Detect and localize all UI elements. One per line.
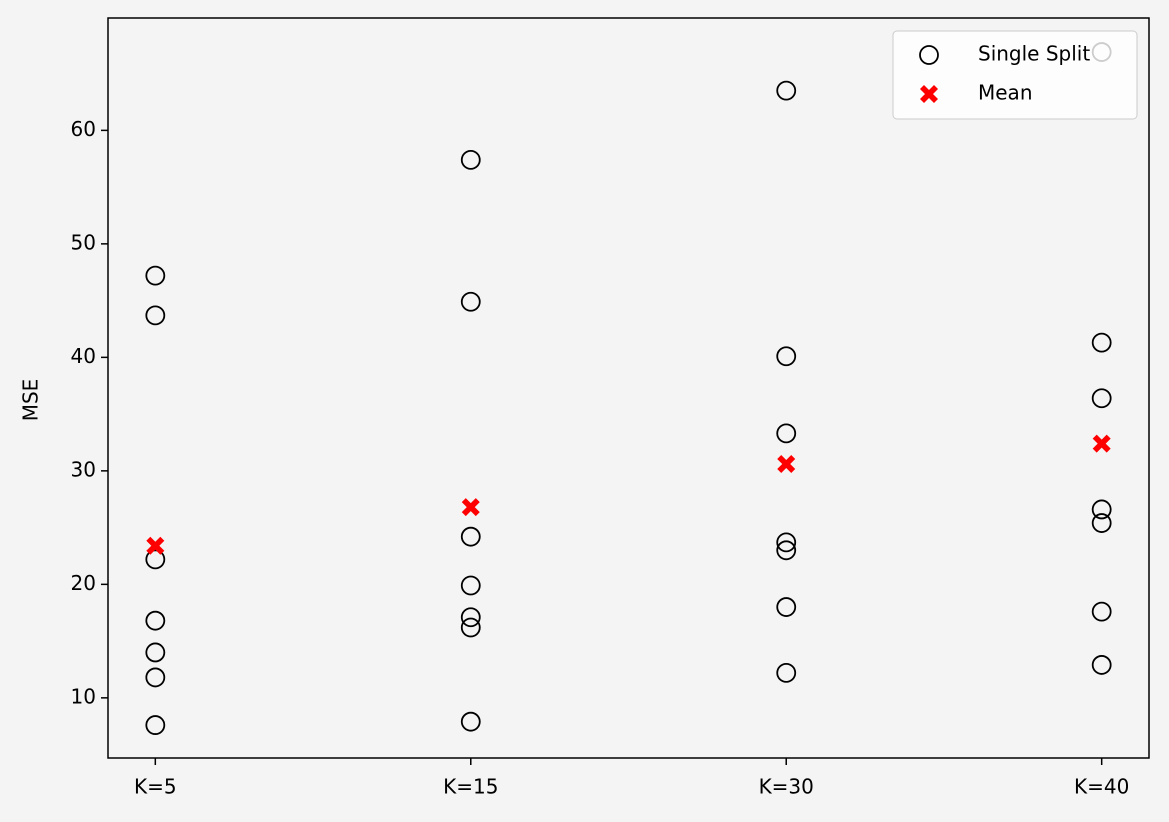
point — [460, 526, 481, 547]
legend-label: Single Split — [978, 42, 1090, 66]
point — [776, 423, 797, 444]
y-tick-label: 50 — [71, 230, 96, 254]
legend-box — [892, 30, 1138, 120]
legend-x — [920, 85, 938, 103]
y-tick-label: 40 — [71, 344, 96, 368]
point — [460, 711, 481, 732]
x-tick-label: K=40 — [1074, 775, 1129, 799]
point — [460, 617, 481, 638]
point — [145, 610, 166, 631]
point — [1091, 513, 1112, 533]
legend: Single Split Mean — [892, 30, 1138, 120]
x-tick-label: K=30 — [759, 775, 814, 799]
legend-marker — [920, 85, 938, 103]
point — [145, 265, 166, 286]
point — [460, 575, 481, 596]
point — [776, 662, 797, 683]
point — [460, 607, 481, 628]
point — [145, 642, 166, 663]
point — [776, 597, 797, 617]
point — [1091, 332, 1112, 353]
point — [145, 715, 166, 735]
y-tick-label: 20 — [71, 571, 96, 595]
point — [776, 346, 797, 367]
point — [460, 149, 481, 170]
mean-marker — [146, 536, 165, 555]
point — [145, 305, 166, 326]
x-tick-label: K=5 — [134, 775, 177, 799]
x-tick-label: K=15 — [443, 775, 498, 799]
axes-frame — [107, 17, 1150, 759]
point — [1091, 601, 1112, 622]
point — [776, 532, 797, 553]
point — [1091, 499, 1112, 520]
point — [145, 667, 166, 688]
legend-label: Mean — [978, 81, 1033, 105]
y-tick-label: 30 — [71, 457, 96, 481]
mean-marker — [777, 455, 796, 474]
legend-circle — [919, 45, 939, 65]
mean-marker — [1092, 434, 1111, 453]
y-tick-label: 10 — [71, 684, 96, 708]
point — [776, 540, 797, 561]
y-axis-label: MSE — [19, 379, 43, 422]
point — [145, 549, 166, 570]
point — [1091, 388, 1112, 409]
point — [460, 291, 481, 312]
legend-marker — [919, 45, 939, 65]
point — [1091, 655, 1112, 675]
y-tick-label: 60 — [71, 117, 96, 141]
mean-marker — [461, 498, 480, 517]
point — [776, 80, 797, 101]
